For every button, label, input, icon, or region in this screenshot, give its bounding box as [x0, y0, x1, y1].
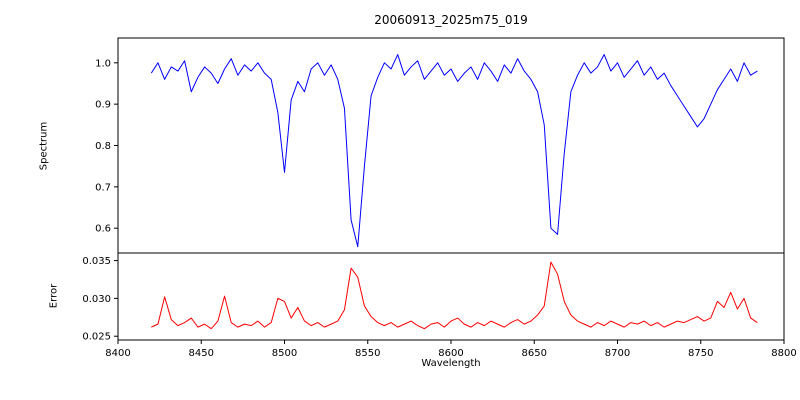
- x-tick-label: 8600: [438, 348, 463, 359]
- y-tick-label: 0.035: [82, 256, 111, 267]
- x-axis-label: Wavelength: [421, 358, 481, 369]
- x-tick-label: 8400: [105, 348, 130, 359]
- x-tick-label: 8750: [688, 348, 713, 359]
- error-series-line: [151, 261, 758, 330]
- spectrum-series-line: [150, 54, 758, 248]
- x-tick-label: 8450: [189, 348, 214, 359]
- x-tick-label: 8550: [355, 348, 380, 359]
- x-tick-label: 8700: [605, 348, 630, 359]
- x-tick-label: 8650: [522, 348, 547, 359]
- y-tick-label: 0.030: [82, 294, 111, 305]
- y-tick-label: 0.7: [95, 182, 111, 193]
- y-tick-label: 1.0: [95, 58, 111, 69]
- plot-area-spectrum: [117, 37, 785, 254]
- y-tick-label: 0.6: [95, 224, 111, 235]
- y-tick-label: 0.8: [95, 141, 111, 152]
- y-tick-label: 0.9: [95, 100, 111, 111]
- x-tick-label: 8500: [272, 348, 297, 359]
- figure-title: 20060913_2025m75_019: [374, 13, 528, 27]
- x-tick-label: 8800: [771, 348, 796, 359]
- y-tick-label: 0.025: [82, 332, 111, 343]
- plot-area-error: [117, 252, 785, 341]
